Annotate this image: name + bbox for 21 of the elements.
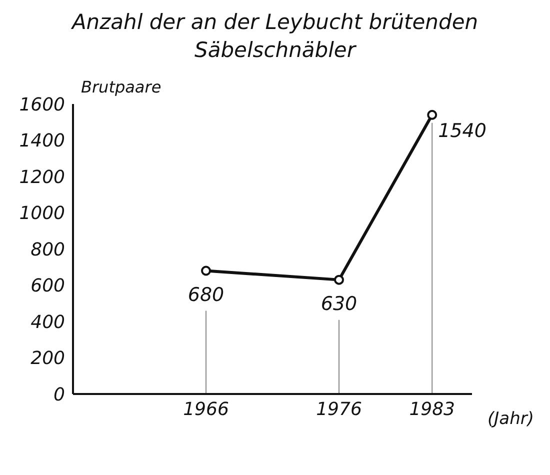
y-tick-label: 400 bbox=[30, 312, 65, 333]
y-tick-label: 1400 bbox=[19, 130, 65, 152]
x-tick-label: 1976 bbox=[316, 398, 362, 420]
data-label: 630 bbox=[320, 292, 358, 315]
point bbox=[427, 110, 438, 120]
y-tick-label: 1600 bbox=[19, 94, 65, 116]
x-axis-title: (Jahr) bbox=[488, 409, 534, 429]
point bbox=[334, 274, 344, 285]
x-tick-label: 1966 bbox=[183, 398, 229, 420]
y-axis-title: Brutpaare bbox=[81, 77, 162, 96]
y-tick-label: 1000 bbox=[19, 203, 65, 224]
point bbox=[201, 266, 211, 276]
y-tick-label: 800 bbox=[30, 239, 65, 260]
data-label: 1540 bbox=[438, 120, 486, 142]
y-tick-label: 1200 bbox=[19, 166, 65, 188]
chart-title: Anzahl der an der Leybucht brütenden Säbelschnäbler bbox=[70, 9, 480, 64]
x-tick-label: 1983 bbox=[409, 398, 456, 420]
y-tick-label: 600 bbox=[30, 276, 65, 297]
y-tick-label: 200 bbox=[30, 348, 65, 370]
y-tick-label: 0 bbox=[54, 384, 65, 406]
data-label: 680 bbox=[188, 284, 224, 306]
